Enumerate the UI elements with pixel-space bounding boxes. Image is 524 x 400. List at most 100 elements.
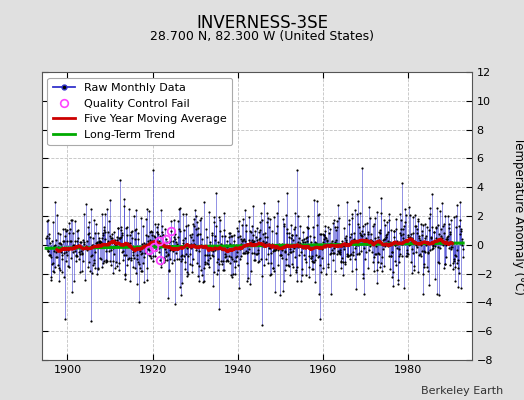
- Point: [162, 253, 171, 259]
- Point: [418, 232, 426, 238]
- Point: [316, 231, 324, 237]
- Point: [201, 252, 209, 258]
- Point: [150, 241, 159, 247]
- Point: [400, 285, 408, 291]
- Point: [91, 229, 100, 236]
- Point: [67, 255, 75, 261]
- Point: [224, 247, 232, 253]
- Point: [247, 229, 255, 236]
- Point: [380, 263, 388, 270]
- Point: [222, 258, 230, 264]
- Point: [178, 252, 186, 258]
- Point: [288, 232, 297, 238]
- Point: [108, 235, 116, 242]
- Point: [81, 244, 90, 250]
- Point: [42, 246, 51, 252]
- Point: [202, 244, 210, 250]
- Point: [293, 213, 302, 219]
- Point: [106, 258, 115, 264]
- Point: [122, 251, 130, 258]
- Point: [94, 234, 103, 241]
- Point: [419, 221, 427, 228]
- Point: [330, 217, 339, 223]
- Point: [138, 268, 147, 274]
- Point: [166, 247, 174, 253]
- Point: [154, 231, 162, 238]
- Point: [372, 251, 380, 258]
- Point: [284, 251, 292, 258]
- Point: [235, 285, 243, 292]
- Point: [326, 226, 334, 232]
- Point: [373, 209, 381, 216]
- Point: [340, 242, 348, 249]
- Point: [329, 220, 337, 226]
- Point: [169, 257, 178, 264]
- Point: [82, 242, 90, 249]
- Point: [422, 233, 430, 239]
- Point: [345, 252, 354, 258]
- Point: [334, 250, 343, 256]
- Point: [383, 218, 391, 225]
- Point: [77, 239, 85, 246]
- Point: [270, 247, 278, 253]
- Point: [364, 230, 373, 237]
- Point: [309, 259, 317, 265]
- Point: [92, 221, 101, 227]
- Point: [144, 246, 152, 252]
- Point: [86, 233, 94, 240]
- Point: [114, 267, 123, 274]
- Point: [382, 234, 390, 240]
- Point: [310, 234, 319, 240]
- Point: [93, 240, 101, 247]
- Point: [209, 282, 217, 289]
- Point: [429, 242, 438, 248]
- Point: [322, 234, 331, 241]
- Point: [81, 245, 89, 251]
- Point: [88, 270, 96, 277]
- Point: [447, 217, 455, 224]
- Point: [116, 177, 125, 183]
- Point: [56, 267, 64, 273]
- Point: [167, 228, 175, 234]
- Point: [335, 249, 343, 255]
- Point: [144, 233, 152, 239]
- Point: [94, 265, 102, 271]
- Point: [265, 244, 273, 251]
- Point: [412, 244, 421, 251]
- Point: [70, 247, 79, 254]
- Point: [339, 272, 347, 279]
- Point: [122, 224, 130, 231]
- Point: [345, 221, 353, 228]
- Point: [441, 261, 450, 267]
- Point: [138, 250, 146, 256]
- Point: [250, 228, 259, 234]
- Point: [345, 217, 353, 224]
- Point: [143, 277, 151, 283]
- Point: [311, 257, 319, 263]
- Point: [242, 248, 250, 254]
- Point: [382, 232, 390, 238]
- Point: [78, 251, 86, 257]
- Point: [223, 244, 232, 250]
- Point: [423, 263, 431, 270]
- Point: [134, 230, 142, 236]
- Point: [380, 216, 388, 223]
- Point: [140, 254, 149, 260]
- Point: [155, 245, 163, 252]
- Point: [282, 226, 291, 232]
- Point: [339, 259, 347, 266]
- Point: [456, 217, 464, 224]
- Point: [89, 235, 97, 242]
- Point: [350, 230, 358, 237]
- Point: [208, 230, 216, 236]
- Point: [95, 239, 104, 246]
- Point: [64, 263, 72, 269]
- Point: [259, 262, 268, 268]
- Point: [304, 274, 313, 280]
- Point: [97, 256, 105, 262]
- Point: [389, 283, 397, 290]
- Point: [358, 228, 366, 234]
- Point: [315, 210, 323, 217]
- Point: [399, 226, 407, 232]
- Point: [417, 221, 425, 227]
